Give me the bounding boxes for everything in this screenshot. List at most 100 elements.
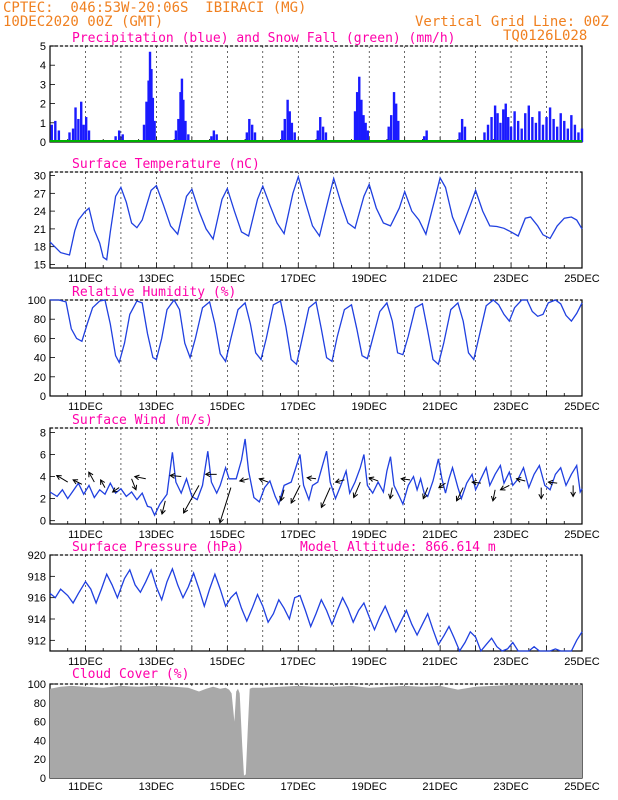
precip-bar [531,117,534,142]
humidity-x-tick-label: 23DEC [493,401,529,413]
pressure-x-tick-label: 11DEC [68,656,103,668]
wind-vector-head [183,507,189,514]
wind-vector-head [100,478,106,485]
cloud-y-tick-label: 20 [34,754,46,766]
pressure-x-tick-label: 13DEC [139,656,175,668]
precip-bar [559,113,562,142]
wind-vector-head [422,493,428,500]
wind-y-tick-label: 6 [40,449,46,461]
precip-bar [84,117,88,142]
wind-vector [548,481,558,484]
cloud-y-tick-label: 60 [34,717,46,729]
humidity-y-tick-label: 60 [34,333,46,345]
wind-y-tick-label: 2 [40,494,46,506]
precip-bar [71,128,75,142]
wind-vector-head [368,476,375,482]
wind-vector-head [218,517,224,524]
wind-x-tick-label: 25DEC [564,529,600,541]
precip-bar [145,101,148,142]
header-date: 10DEC2020 00Z (GMT) [3,14,164,30]
precip-bar [57,130,61,142]
precip-bar [490,117,493,142]
pressure-x-tick-label: 17DEC [281,656,317,668]
precip-bar [179,92,182,142]
pressure-line [49,567,583,653]
pressure-y-tick-label: 914 [28,614,46,626]
pressure-title: Surface Pressure (hPa) [72,540,244,555]
wind-vector [280,489,285,501]
humidity-title: Relative Humidity (%) [72,285,236,300]
precip-bar [82,124,85,142]
wind-vector-head [455,495,461,502]
precip-bar [316,130,319,142]
precip-bar [520,128,523,142]
wind-vector-head [499,485,506,491]
wind-vector [131,478,137,490]
header-run-code: TQ0126L028 [503,28,588,44]
precip-bar [366,130,369,142]
cloud-x-tick-label: 21DEC [422,781,458,793]
precip-bar [573,124,577,142]
humidity-x-tick-label: 15DEC [210,401,246,413]
precip-bar [281,130,284,142]
precip-bar [463,126,467,142]
cloud-y-tick-label: 0 [40,773,46,785]
precip-bar [425,130,428,142]
precip-bar [212,130,216,142]
wind-vector [239,478,249,482]
wind-x-tick-label: 17DEC [281,529,317,541]
precip-bar [563,120,566,142]
temperature-x-tick-label: 25DEC [564,273,600,285]
precip-bar [74,107,77,142]
precip-bar [524,113,527,142]
precip-bar [493,105,497,142]
precip-bar [389,115,393,142]
humidity-x-tick-label: 11DEC [68,401,103,413]
temperature-y-tick-label: 18 [34,242,46,254]
precip-y-tick-label: 3 [40,79,46,91]
header-station: CPTEC: 046:53W-20:06S IBIRACI (MG) [3,0,307,16]
precip-bar [502,109,505,142]
wind-vector [353,481,361,498]
cloud-x-tick-label: 11DEC [68,781,103,793]
wind-vector-head [258,477,265,483]
temperature-x-tick-label: 19DEC [351,273,387,285]
precip-bar [321,126,325,142]
temperature-y-tick-label: 24 [34,206,46,218]
wind-title: Surface Wind (m/s) [72,413,213,428]
wind-vector-head [538,493,545,500]
precip-bar [121,134,124,142]
precip-bar [250,124,254,142]
wind-vector-head [320,502,326,509]
precip-bar [394,103,398,142]
precip-bar [534,122,538,142]
cloud-x-tick-label: 17DEC [281,781,317,793]
pressure-x-tick-label: 21DEC [422,656,458,668]
wind-vector [290,485,301,504]
precip-bar [548,107,552,142]
wind-vector [516,478,526,482]
wind-vector-head [334,478,341,484]
wind-vector [161,500,166,515]
temperature-line [49,174,583,261]
pressure-x-tick-label: 19DEC [351,656,387,668]
cloud-x-tick-label: 23DEC [493,781,529,793]
precip-bar [182,99,185,142]
wind-vector [472,481,481,484]
temperature-x-tick-label: 23DEC [493,273,529,285]
precip-bar [507,117,510,142]
precip-bar [387,126,390,142]
precip-bar [458,132,461,142]
wind-vector-head [88,471,94,478]
temperature-y-tick-label: 15 [34,259,46,271]
wind-x-tick-label: 19DEC [351,529,387,541]
precip-bar [355,92,359,142]
wind-x-tick-label: 21DEC [422,529,458,541]
precip-bar [174,130,178,142]
wind-vector-head [306,475,313,482]
wind-x-tick-label: 23DEC [493,529,529,541]
precip-bar [68,132,71,142]
wind-vector-head [438,482,444,489]
precip-bar [362,115,365,142]
